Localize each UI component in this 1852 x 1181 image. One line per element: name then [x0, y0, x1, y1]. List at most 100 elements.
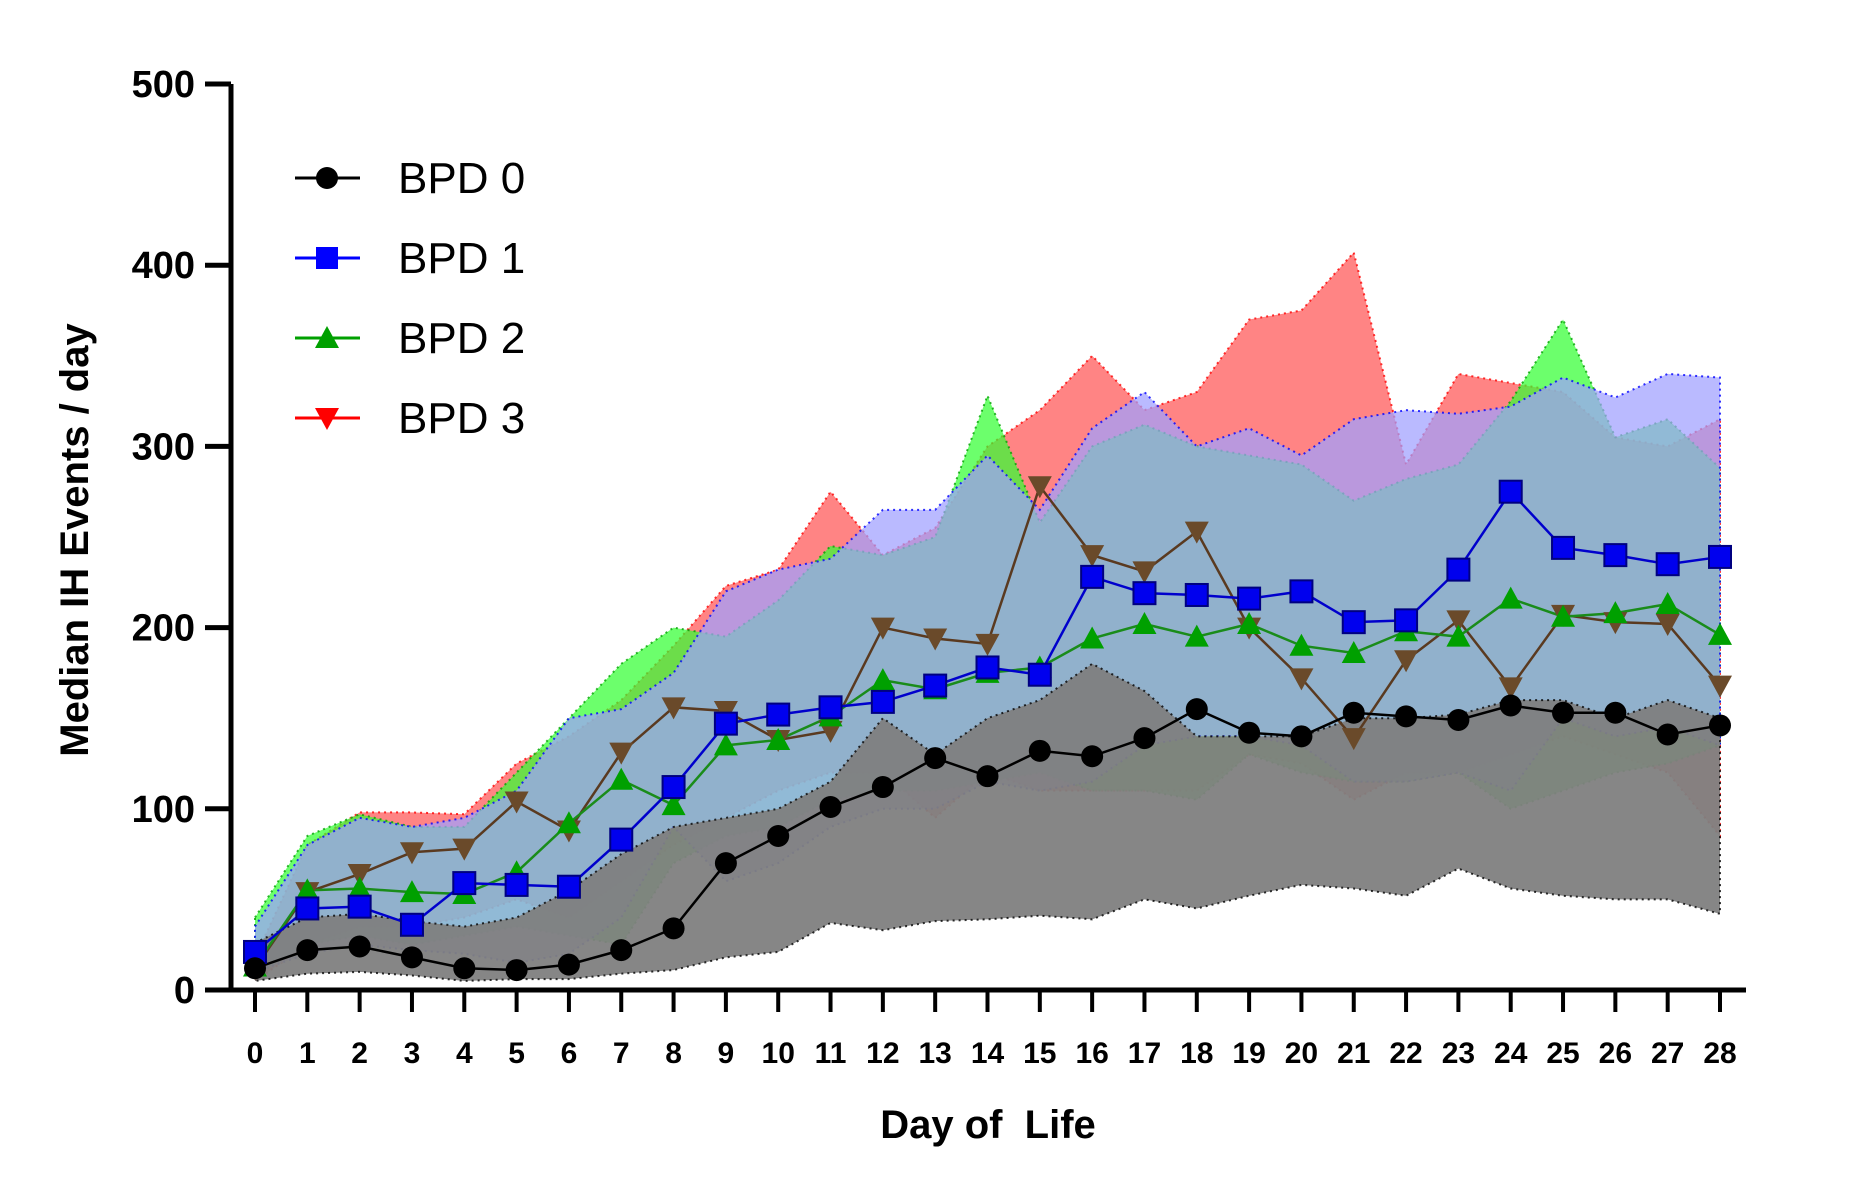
point-bpd-0	[1604, 701, 1627, 724]
y-tick-label: 0	[174, 970, 195, 1012]
point-bpd-0	[1342, 701, 1365, 724]
point-bpd-2	[1237, 611, 1262, 634]
legend-marker	[316, 167, 338, 189]
legend-label: BPD 0	[398, 154, 525, 203]
x-tick-label: 23	[1442, 1037, 1475, 1070]
point-bpd-2	[1655, 592, 1680, 615]
point-bpd-0	[348, 935, 371, 958]
point-bpd-0	[505, 959, 528, 982]
point-bpd-0	[976, 765, 999, 788]
point-bpd-2	[1551, 604, 1576, 627]
y-axis-ticks: 0 100 200 300 400 500	[132, 64, 231, 1012]
x-tick-label: 13	[918, 1037, 951, 1070]
point-bpd-1	[295, 896, 320, 921]
point-bpd-0	[1656, 723, 1679, 746]
legend-marker	[316, 247, 338, 269]
point-bpd-1	[766, 702, 791, 727]
x-tick-label: 21	[1337, 1037, 1370, 1070]
point-bpd-2	[1603, 601, 1628, 624]
point-bpd-1	[1341, 610, 1366, 635]
point-bpd-1	[975, 655, 1000, 680]
point-bpd-0	[296, 939, 319, 962]
point-bpd-0	[1081, 745, 1104, 768]
x-tick-label: 28	[1703, 1037, 1736, 1070]
y-axis-title: Median IH Events / day	[53, 323, 97, 757]
legend-label: BPD 1	[398, 234, 525, 283]
point-bpd-3	[609, 742, 634, 765]
point-bpd-2	[1446, 624, 1471, 647]
point-bpd-3	[975, 633, 1000, 656]
point-bpd-2	[1498, 586, 1523, 609]
legend-marker	[315, 408, 339, 430]
x-tick-label: 12	[866, 1037, 899, 1070]
point-bpd-0	[400, 946, 423, 969]
point-bpd-3	[1708, 675, 1732, 698]
point-bpd-0	[453, 957, 476, 980]
legend-label: BPD 2	[398, 314, 525, 363]
point-bpd-2	[1184, 624, 1209, 647]
y-tick-label: 200	[132, 608, 195, 650]
point-bpd-2	[1708, 622, 1732, 645]
point-bpd-0	[1185, 698, 1208, 721]
point-bpd-3	[1184, 521, 1209, 544]
x-tick-label: 5	[508, 1037, 525, 1070]
point-bpd-0	[1133, 727, 1156, 750]
point-bpd-1	[556, 874, 581, 899]
point-bpd-1	[923, 673, 948, 698]
point-bpd-2	[661, 793, 686, 816]
point-bpd-0	[1028, 739, 1051, 762]
point-bpd-2	[713, 733, 738, 756]
point-bpd-0	[1290, 725, 1313, 748]
x-tick-label: 1	[299, 1037, 316, 1070]
y-tick-label: 500	[132, 64, 195, 106]
point-bpd-3	[399, 842, 424, 865]
point-bpd-1	[609, 827, 634, 852]
x-tick-label: 16	[1075, 1037, 1108, 1070]
x-tick-label: 18	[1180, 1037, 1213, 1070]
point-bpd-0	[1238, 721, 1261, 744]
point-bpd-1	[1080, 564, 1105, 589]
point-bpd-1	[399, 912, 424, 937]
legend-marker	[315, 326, 339, 348]
legend-label: BPD 3	[398, 394, 525, 443]
point-bpd-2	[347, 876, 372, 899]
point-bpd-2	[1132, 611, 1157, 634]
x-tick-label: 17	[1128, 1037, 1161, 1070]
x-tick-label: 0	[247, 1037, 264, 1070]
point-bpd-3	[1446, 610, 1471, 633]
point-bpd-2	[1080, 626, 1105, 649]
point-bpd-3	[870, 617, 895, 640]
point-bpd-2	[399, 880, 424, 903]
x-tick-label: 14	[971, 1037, 1005, 1070]
point-bpd-1	[452, 871, 477, 896]
point-bpd-1	[1708, 544, 1732, 569]
x-tick-label: 9	[718, 1037, 735, 1070]
point-bpd-0	[1447, 709, 1470, 732]
point-bpd-3	[1132, 561, 1157, 584]
point-bpd-0	[610, 939, 633, 962]
point-bpd-1	[713, 711, 738, 736]
point-bpd-1	[1132, 581, 1157, 606]
point-bpd-1	[661, 775, 686, 800]
point-bpd-1	[818, 695, 843, 720]
point-bpd-2	[609, 767, 634, 790]
x-tick-label: 22	[1389, 1037, 1422, 1070]
x-tick-label: 26	[1599, 1037, 1632, 1070]
x-tick-label: 19	[1232, 1037, 1265, 1070]
point-bpd-1	[1237, 586, 1262, 611]
point-bpd-1	[1289, 579, 1314, 604]
point-bpd-0	[714, 852, 737, 875]
x-tick-label: 24	[1494, 1037, 1528, 1070]
x-tick-label: 3	[404, 1037, 421, 1070]
x-tick-label: 27	[1651, 1037, 1684, 1070]
point-bpd-3	[1289, 668, 1314, 691]
point-bpd-1	[1498, 479, 1523, 504]
point-bpd-0	[244, 957, 266, 980]
point-bpd-3	[1498, 677, 1523, 700]
point-bpd-1	[504, 872, 529, 897]
x-tick-label: 20	[1285, 1037, 1318, 1070]
point-bpd-1	[1394, 608, 1419, 633]
x-tick-label: 6	[561, 1037, 578, 1070]
legend: BPD 0 BPD 1 BPD 2 BPD 3	[295, 154, 525, 443]
